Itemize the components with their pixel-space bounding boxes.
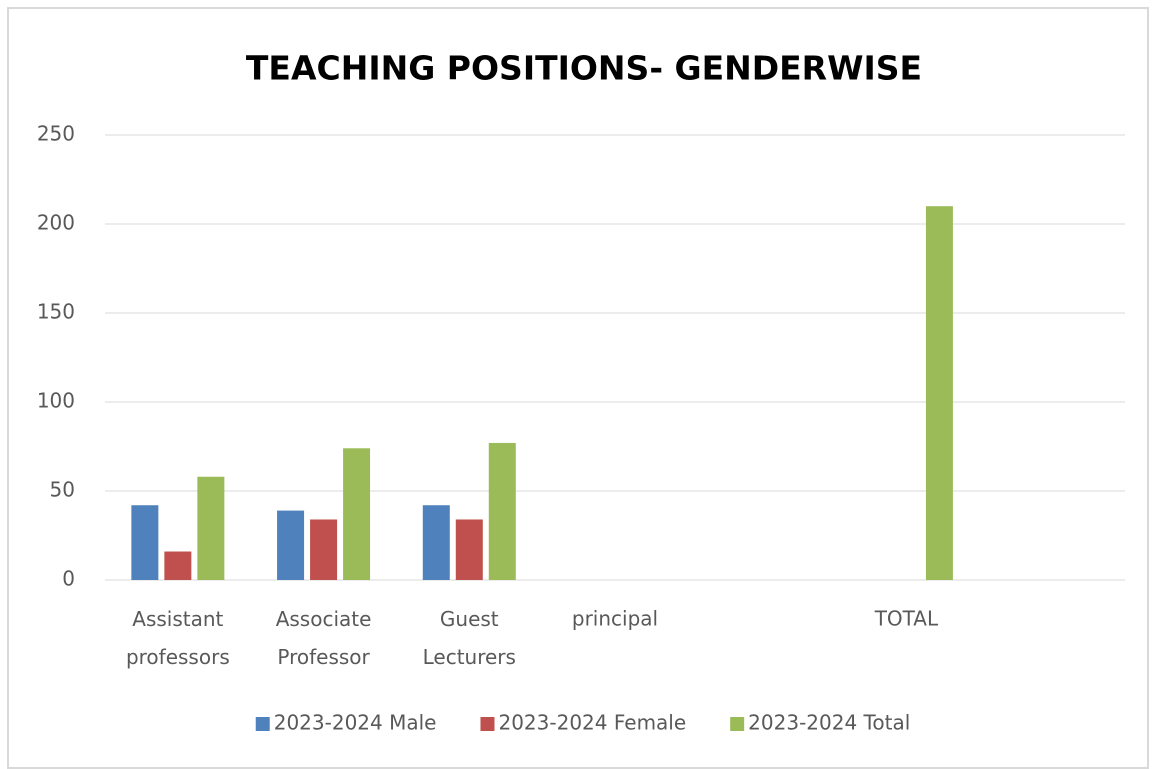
x-tick-label: principal: [572, 607, 658, 631]
y-tick-label: 250: [37, 122, 75, 146]
x-tick-label: Assistant professors: [126, 607, 230, 669]
bar: [310, 519, 338, 580]
x-tick-label: Associate Professor: [276, 607, 372, 669]
y-tick-label: 0: [62, 567, 75, 591]
y-tick-label: 150: [37, 300, 75, 324]
bar: [131, 505, 159, 580]
legend-label: 2023-2024 Total: [748, 711, 910, 735]
legend-swatch: [730, 717, 745, 731]
bar: [343, 448, 371, 580]
legend-swatch: [255, 717, 270, 731]
legend-label: 2023-2024 Male: [274, 711, 437, 735]
bar: [164, 551, 192, 580]
bar: [488, 442, 516, 580]
bar: [422, 505, 450, 580]
chart-title: TEACHING POSITIONS- GENDERWISE: [246, 49, 922, 88]
y-tick-label: 50: [50, 478, 75, 502]
x-tick-label: TOTAL: [874, 607, 939, 631]
bar: [455, 519, 483, 580]
bar: [197, 476, 225, 580]
y-tick-label: 100: [37, 389, 75, 413]
bar: [277, 510, 305, 580]
y-tick-label: 200: [37, 211, 75, 235]
x-tick-label: Guest Lecturers: [423, 607, 516, 669]
legend-label: 2023-2024 Female: [498, 711, 686, 735]
bar: [925, 206, 953, 580]
legend-swatch: [480, 717, 495, 731]
